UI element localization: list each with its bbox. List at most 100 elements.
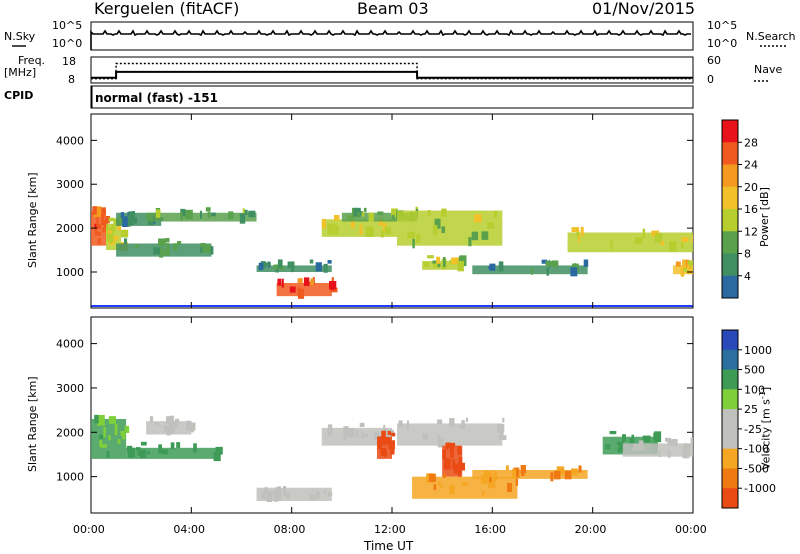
- velocity-ytick-label: 3000: [56, 382, 84, 395]
- velocity-speckle: [176, 442, 181, 448]
- power-axis-ticks: 4000 3000 2000 1000: [56, 114, 694, 308]
- power-speckle: [122, 216, 128, 228]
- power-colorbar-swatch-2: [722, 164, 738, 188]
- velocity-colorbar-swatch-4: [722, 409, 738, 430]
- x-tick-label: 00:00: [73, 523, 105, 536]
- power-speckle: [210, 212, 216, 217]
- nsky-trace: [90, 29, 691, 50]
- power-speckle: [682, 259, 690, 270]
- velocity-speckle: [505, 465, 509, 471]
- velocity-colorbar-tick-label: -100: [744, 443, 769, 456]
- power-speckle: [683, 267, 688, 272]
- power-speckle: [329, 280, 337, 290]
- velocity-speckle: [433, 484, 437, 490]
- velocity-speckle: [383, 424, 386, 435]
- power-speckle: [120, 229, 129, 238]
- velocity-speckle: [638, 440, 644, 451]
- power-speckle: [368, 212, 374, 222]
- power-colorbar-swatch-7: [722, 275, 738, 299]
- power-colorbar: 28 24 20 16 12 8 4: [721, 119, 758, 299]
- power-speckle: [441, 226, 446, 233]
- velocity-speckle: [493, 471, 498, 481]
- power-speckle: [277, 278, 282, 286]
- velocity-speckle: [488, 479, 496, 489]
- power-speckle: [163, 249, 170, 257]
- velocity-colorbar-tick-label: 1000: [744, 344, 772, 357]
- velocity-speckle: [448, 442, 456, 448]
- velocity-speckle: [428, 473, 436, 482]
- power-speckle: [200, 242, 206, 252]
- power-speckle: [173, 243, 178, 251]
- velocity-colorbar-swatch-7: [722, 468, 738, 489]
- velocity-speckle: [286, 492, 290, 499]
- power-speckle: [458, 256, 466, 265]
- power-speckle: [357, 212, 360, 218]
- power-speckle: [166, 243, 170, 254]
- velocity-speckle: [667, 439, 676, 445]
- velocity-speckle: [482, 491, 485, 496]
- power-speckle: [365, 226, 374, 238]
- power-speckle: [177, 241, 182, 245]
- power-speckle: [449, 259, 453, 265]
- power-colorbar-tick-label: 28: [744, 136, 758, 149]
- power-speckle: [180, 212, 183, 221]
- nave-label: Nave: [754, 63, 783, 76]
- power-speckle: [377, 211, 384, 216]
- velocity-speckle: [190, 423, 194, 433]
- power-speckle: [323, 263, 328, 273]
- velocity-speckle: [458, 462, 466, 471]
- power-speckle: [111, 235, 119, 241]
- x-tick-label: 04:00: [173, 523, 206, 536]
- velocity-speckle: [564, 470, 572, 480]
- power-speckle: [350, 217, 355, 229]
- velocity-speckle: [387, 431, 392, 436]
- power-speckle: [498, 261, 504, 272]
- power-speckle: [199, 210, 202, 219]
- velocity-speckle: [449, 485, 455, 495]
- velocity-speckle: [377, 441, 383, 450]
- velocity-speckle: [406, 420, 409, 430]
- x-tick-label: 20:00: [574, 523, 607, 536]
- velocity-ytick-label: 2000: [56, 426, 84, 439]
- velocity-speckle: [124, 425, 130, 433]
- velocity-speckle: [497, 424, 505, 433]
- power-speckle: [132, 210, 135, 222]
- power-speckle: [281, 278, 284, 288]
- velocity-speckle: [158, 444, 163, 454]
- velocity-speckle: [571, 468, 578, 475]
- power-speckle: [432, 260, 436, 264]
- power-speckle: [228, 211, 234, 220]
- velocity-speckle: [163, 425, 171, 433]
- power-speckle: [391, 208, 398, 218]
- velocity-speckle: [213, 452, 221, 462]
- x-tick-label: 16:00: [474, 523, 507, 536]
- velocity-panel-frame: [90, 316, 694, 514]
- power-speckle: [310, 278, 314, 286]
- velocity-speckle: [481, 474, 488, 484]
- power-speckle: [289, 286, 296, 293]
- power-speckle: [126, 215, 134, 226]
- velocity-colorbar-title: Velocity [m s-1]: [758, 386, 773, 470]
- power-cell-5: [256, 265, 332, 273]
- power-speckle: [331, 277, 334, 282]
- velocity-colorbar-swatch-3: [722, 389, 738, 410]
- velocity-speckle: [170, 420, 173, 432]
- power-colorbar-swatch-5: [722, 231, 738, 254]
- freq-panel-frame: [90, 56, 694, 84]
- velocity-speckle: [642, 435, 651, 443]
- velocity-speckle: [343, 432, 346, 441]
- power-speckle: [321, 218, 326, 229]
- velocity-speckle: [667, 449, 671, 458]
- power-speckle: [297, 278, 303, 284]
- power-speckle: [433, 263, 438, 268]
- power-speckle: [494, 210, 498, 218]
- freq-label-line2: [MHz]: [4, 66, 37, 79]
- velocity-speckle: [622, 434, 627, 442]
- power-speckle: [309, 259, 314, 264]
- power-cell-6: [276, 282, 332, 297]
- velocity-speckle: [381, 430, 386, 440]
- power-speckle: [102, 227, 106, 233]
- power-speckle: [248, 210, 256, 218]
- power-colorbar-title: Power [dB]: [758, 187, 771, 247]
- power-speckle: [107, 230, 113, 234]
